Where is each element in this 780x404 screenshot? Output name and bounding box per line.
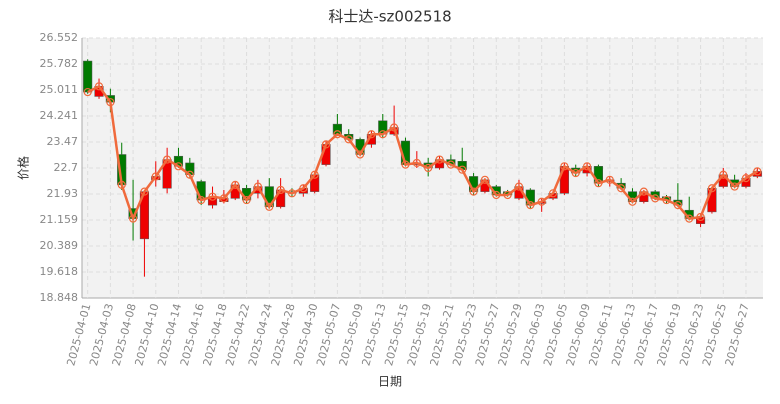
close-marker: [492, 190, 501, 200]
close-marker: [242, 195, 251, 205]
y-tick-label: 21.159: [40, 213, 79, 226]
close-marker: [140, 187, 149, 196]
close-marker: [185, 170, 194, 179]
close-marker: [287, 189, 297, 198]
close-marker: [662, 195, 671, 205]
y-tick-label: 18.848: [40, 291, 79, 304]
close-marker: [628, 197, 637, 206]
y-tick-label: 23.47: [47, 135, 79, 148]
close-marker: [469, 187, 478, 196]
close-marker: [571, 168, 580, 178]
y-axis-label: 价格: [16, 156, 31, 180]
close-marker: [231, 180, 240, 189]
close-marker: [503, 190, 512, 200]
close-marker: [378, 130, 387, 139]
close-marker: [106, 98, 115, 107]
y-tick-label: 25.782: [40, 57, 79, 70]
y-tick-label: 25.011: [40, 83, 79, 96]
close-marker: [526, 201, 535, 210]
close-marker: [174, 162, 183, 171]
close-marker: [401, 160, 410, 169]
y-tick-label: 26.552: [40, 31, 79, 44]
close-marker: [651, 194, 660, 203]
close-marker: [94, 82, 104, 91]
y-tick-label: 19.618: [40, 265, 79, 278]
close-marker: [446, 160, 455, 169]
x-axis-label: 日期: [378, 375, 402, 389]
close-marker: [514, 182, 524, 191]
close-marker: [333, 130, 342, 139]
close-line: [87, 84, 758, 223]
close-marker: [321, 140, 331, 149]
close-marker: [480, 175, 490, 184]
close-marker: [548, 189, 558, 198]
close-marker: [582, 162, 592, 171]
close-marker: [197, 195, 206, 205]
close-marker: [560, 162, 569, 171]
close-marker: [424, 163, 433, 173]
close-marker: [594, 179, 603, 188]
y-tick-label: 22.7: [54, 161, 79, 174]
close-marker: [163, 155, 172, 164]
close-marker: [117, 180, 126, 189]
close-marker: [128, 214, 138, 223]
close-marker: [390, 123, 399, 132]
close-marker: [730, 182, 739, 191]
close-marker: [299, 184, 308, 193]
close-marker: [707, 184, 717, 193]
close-marker: [151, 172, 160, 181]
close-marker: [696, 212, 705, 222]
close-marker: [355, 150, 365, 159]
close-marker: [685, 214, 694, 223]
y-tick-label: 24.241: [40, 109, 79, 122]
close-marker: [435, 155, 444, 164]
y-tick-label: 20.389: [40, 239, 79, 252]
close-marker: [537, 197, 546, 206]
close-marker: [265, 202, 274, 211]
close-marker: [367, 130, 376, 139]
close-marker: [208, 192, 217, 201]
close-marker: [412, 158, 421, 168]
close-marker: [719, 170, 728, 179]
close-marker: [458, 165, 467, 174]
candle-body: [83, 60, 93, 93]
close-marker: [639, 187, 648, 196]
close-marker: [741, 174, 751, 183]
close-marker: [344, 135, 353, 144]
close-marker: [605, 175, 614, 184]
close-marker: [276, 185, 285, 195]
close-marker: [617, 184, 626, 193]
close-marker: [673, 201, 682, 210]
close-marker: [219, 194, 228, 203]
close-marker: [83, 87, 92, 97]
plot-area: [82, 38, 763, 298]
y-tick-label: 21.93: [47, 187, 79, 200]
close-marker: [310, 170, 319, 179]
close-marker: [253, 182, 263, 191]
chart-title: 科士达-sz002518: [328, 8, 451, 26]
close-marker: [753, 167, 762, 176]
